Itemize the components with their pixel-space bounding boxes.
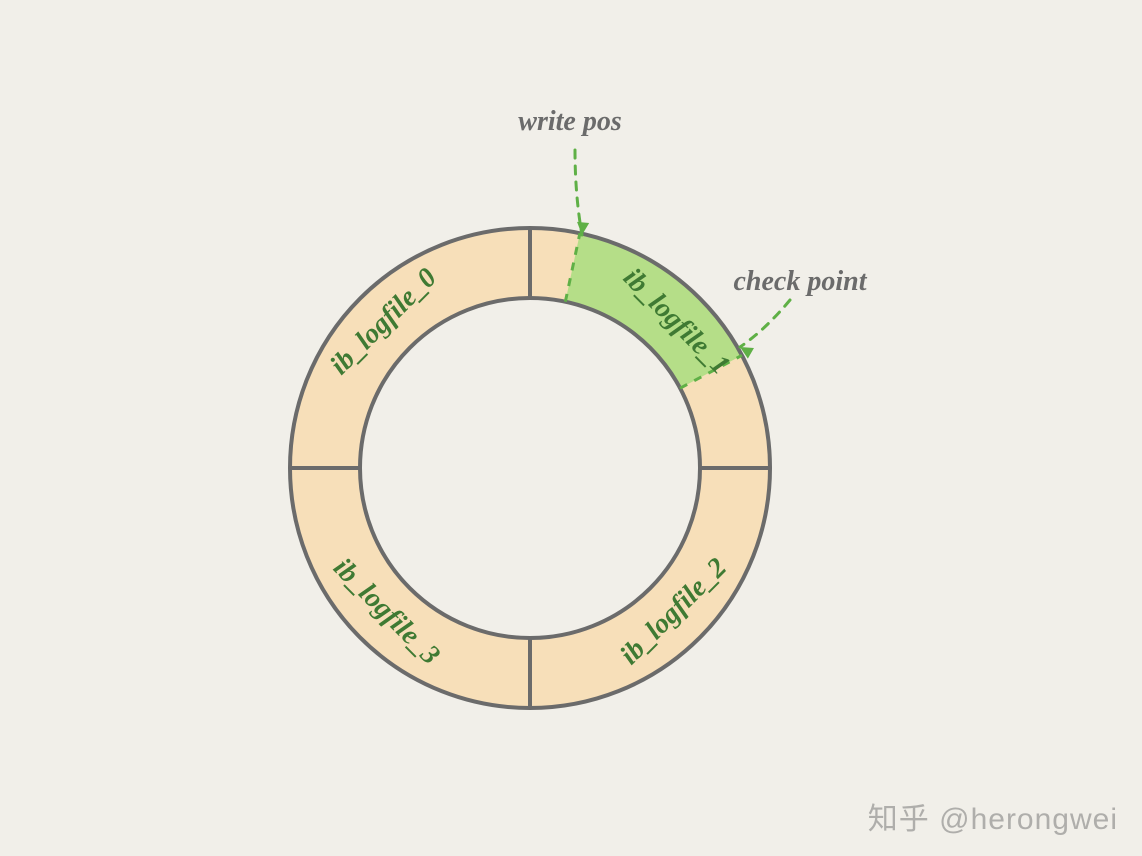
check_point-arrow-line (740, 300, 790, 347)
diagram-stage: ib_logfile_1ib_logfile_2ib_logfile_3ib_l… (0, 0, 1142, 856)
ring-diagram: ib_logfile_1ib_logfile_2ib_logfile_3ib_l… (0, 0, 1142, 856)
ring-inner-border (360, 298, 700, 638)
write_pos-label: write pos (518, 106, 622, 137)
check_point-label: check point (734, 266, 868, 297)
